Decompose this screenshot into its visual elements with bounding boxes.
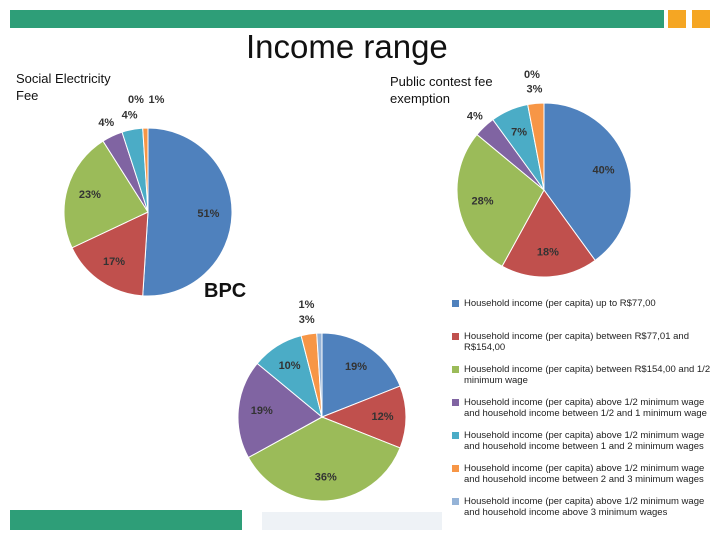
pie-label: 40% [593,165,615,177]
footer-bar [10,510,242,530]
legend-label: Household income (per capita) above 1/2 … [464,430,705,452]
legend-item: Household income (per capita) above 1/2 … [452,397,714,430]
legend-item: Household income (per capita) between R$… [452,364,714,397]
footer-logos [262,512,442,530]
legend-label: Household income (per capita) above 1/2 … [464,397,707,419]
pie-label: 12% [371,411,393,423]
pie-label: 28% [471,196,493,208]
legend-label: Household income (per capita) between R$… [464,364,711,386]
legend-swatch [452,432,459,439]
pie-label: 0% [128,94,144,106]
legend-item: Household income (per capita) above 1/2 … [452,496,714,529]
legend-swatch [452,300,459,307]
pie-slice [320,385,407,449]
pie-label: 7% [511,126,527,138]
pie-label: 36% [315,471,337,483]
pie-label: 19% [251,405,273,417]
legend-label: Household income (per capita) above 1/2 … [464,496,705,518]
pie-label: 4% [122,110,138,122]
legend-swatch [452,366,459,373]
legend-item: Household income (per capita) above 1/2 … [452,463,714,496]
chart-title: BPC [204,280,247,302]
chart-title: Public contest fee exemption [390,74,493,106]
pie-slice [247,416,401,502]
pie-label: 18% [537,246,559,258]
pie-slice [456,133,545,267]
legend-item: Household income (per capita) above 1/2 … [452,430,714,463]
legend-swatch [452,333,459,340]
pie-label: 3% [527,83,543,95]
legend-item: Household income (per capita) up to R$77… [452,298,714,331]
pie-label: 10% [279,360,301,372]
header-square [692,10,710,28]
pie-label: 0% [524,69,540,81]
pie-slice [316,332,323,418]
pie-label: 4% [98,117,114,129]
pie-slice [63,140,149,249]
legend-label: Household income (per capita) up to R$77… [464,298,656,309]
header-square [668,10,686,28]
pie-label: 1% [299,299,315,311]
legend-label: Household income (per capita) between R$… [464,331,689,353]
pie-label: 4% [467,110,483,122]
pie-slice [501,189,596,278]
pie-label: 19% [345,361,367,373]
chart-title: Social Electricity Fee [16,71,111,103]
pie-slice [321,332,401,418]
legend-swatch [452,465,459,472]
slide-title: Income range [246,28,448,65]
pie-label: 3% [299,314,315,326]
header-bar [10,10,664,28]
pie-label: 1% [149,94,165,106]
legend-swatch [452,498,459,505]
pie-slice [237,362,323,459]
pie-label: 23% [79,189,101,201]
pie-label: 51% [197,208,219,220]
legend-label: Household income (per capita) above 1/2 … [464,463,705,485]
legend-swatch [452,399,459,406]
pie-label: 17% [103,256,125,268]
legend: Household income (per capita) up to R$77… [452,298,714,529]
pie-slice [71,211,149,297]
pie-slice [543,102,632,262]
pie-slice [142,127,233,297]
legend-item: Household income (per capita) between R$… [452,331,714,364]
